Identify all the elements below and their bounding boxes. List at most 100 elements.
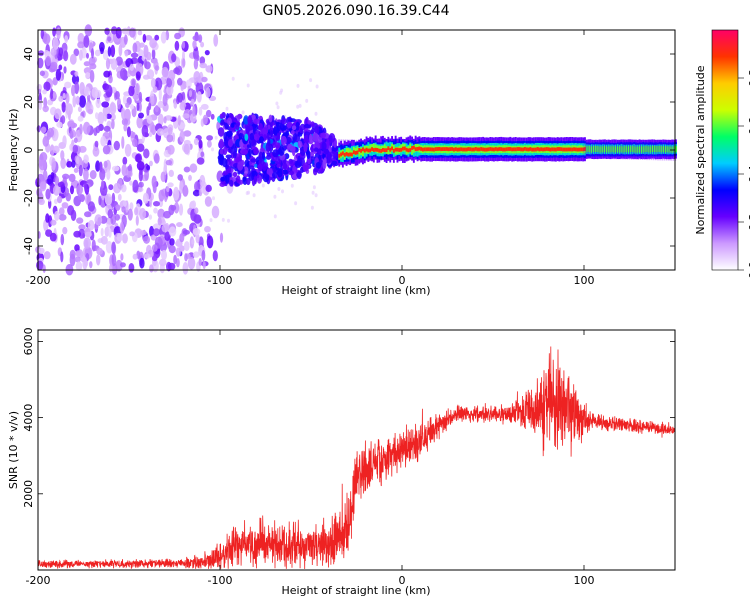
x-tick-label: 100	[574, 274, 595, 287]
spectrogram-cell	[276, 163, 281, 168]
spectrogram-cell	[87, 220, 95, 231]
spectrogram-cell	[54, 198, 58, 205]
spectrogram-cell	[251, 139, 257, 147]
spectrogram-cell	[84, 231, 92, 238]
spectrogram-cell	[60, 233, 65, 246]
spectrogram-cell	[675, 147, 677, 151]
spectrogram-cell	[94, 49, 101, 57]
spectrogram-cell	[423, 147, 426, 152]
spectrogram-cell	[85, 72, 91, 79]
spectrogram-cell	[202, 261, 206, 270]
spectrogram-cell	[150, 77, 156, 89]
spectrogram-cell	[114, 91, 120, 100]
spectrogram-cell	[71, 84, 76, 97]
spectrogram-cell	[192, 189, 201, 197]
spectrogram-cell	[105, 58, 111, 70]
spectrogram-cell	[177, 174, 183, 181]
spectrogram-cell	[258, 151, 264, 161]
spectrogram-cell	[58, 95, 64, 102]
spectrogram-cell	[156, 128, 165, 136]
spectrogram-cell	[201, 76, 208, 83]
spectrogram-cell	[565, 147, 568, 152]
spectrogram-cell	[104, 27, 110, 35]
spectrogram-cell	[313, 167, 319, 173]
x-tick-label: -100	[208, 274, 233, 287]
spectrogram-cell	[148, 214, 153, 220]
spectrogram-cell	[43, 251, 51, 260]
spectrogram-cell	[64, 81, 72, 89]
spectrogram-cell	[60, 157, 67, 169]
spectrogram-cell	[347, 147, 350, 156]
spectrogram-cell	[243, 115, 249, 125]
spectrogram-cell	[636, 143, 639, 157]
spectrogram-cell	[141, 124, 149, 137]
spectrogram-cell	[196, 157, 205, 165]
spectrogram-cell	[122, 156, 128, 165]
spectrogram-cell	[206, 135, 214, 141]
spectrogram-cell	[289, 145, 296, 152]
spectrogram-cell	[392, 144, 395, 153]
spectrogram-cell	[360, 148, 362, 153]
spectrogram-cell	[204, 226, 211, 233]
spectrogram-cell	[169, 238, 175, 246]
spectrogram-cell	[82, 121, 91, 135]
spectrogram-cell	[62, 92, 66, 99]
spectrogram-cell	[192, 105, 196, 117]
spectrogram-cell	[182, 113, 190, 119]
spectrogram-cell	[471, 147, 474, 152]
spectrogram-cell	[633, 143, 637, 157]
spectrogram-cell	[425, 147, 428, 152]
snr-x-ticks: -200 -100 0 100	[26, 330, 595, 587]
spectrogram-cell	[115, 56, 123, 66]
spectrogram-cell	[121, 206, 126, 213]
spectrogram-cell	[144, 253, 151, 259]
spectrogram-cell	[261, 183, 265, 188]
spectrogram-cell	[103, 160, 108, 168]
spectrogram-cell	[513, 147, 515, 152]
spectrogram-cell	[243, 166, 249, 175]
chart-title: GN05.2026.090.16.39.C44	[263, 3, 450, 19]
spectrogram-cell	[74, 71, 79, 77]
spectrogram-cell	[190, 98, 195, 105]
spectrogram-cell	[651, 143, 654, 157]
spectrogram-cell	[211, 147, 214, 152]
spectrogram-cell	[625, 143, 628, 157]
spectrogram-cell	[509, 147, 512, 151]
spectrogram-cell	[110, 44, 116, 58]
spectrogram-cell	[100, 235, 108, 245]
spectrogram-cell	[252, 193, 256, 198]
spectrogram-cell	[638, 143, 641, 157]
spectrogram-cell	[638, 147, 641, 151]
spectrogram-cell	[294, 201, 298, 206]
spectrogram-cell	[609, 147, 612, 151]
spectrogram-cell	[205, 109, 212, 118]
spectrogram-cell	[161, 224, 169, 233]
colorbar-label: Normalized spectral amplitude	[694, 65, 707, 234]
x-tick-label: 0	[399, 274, 406, 287]
spectrogram-cell	[91, 87, 99, 99]
spectrogram-cell	[99, 168, 106, 181]
spectrogram-cell	[65, 103, 73, 116]
spectrogram-cell	[77, 115, 84, 122]
spectrogram-cell	[225, 130, 233, 138]
spectrogram-cell	[121, 164, 127, 177]
spectrogram-cell	[163, 210, 171, 219]
spectrogram-cell	[569, 147, 572, 152]
spectrogram-cell	[534, 147, 537, 152]
spectrogram-cell	[536, 147, 539, 151]
spectrogram-cell	[620, 143, 623, 157]
spectrogram-cell	[237, 161, 244, 171]
spectrogram-cell	[599, 143, 602, 157]
spectrogram-cell	[162, 93, 168, 107]
spectrogram-cell	[511, 147, 514, 152]
spectrogram-cell	[296, 104, 300, 109]
spectrogram-cell	[63, 66, 67, 74]
y-tick-label: -40	[22, 237, 35, 255]
spectrogram-cell	[179, 101, 187, 111]
spectrogram-cell	[311, 190, 315, 195]
spectrogram-cell	[138, 91, 142, 101]
spectrogram-cell	[142, 33, 147, 43]
spectrogram-cell	[604, 147, 606, 151]
spectrogram-cell	[356, 150, 359, 155]
spectrogram-cell	[119, 221, 125, 234]
